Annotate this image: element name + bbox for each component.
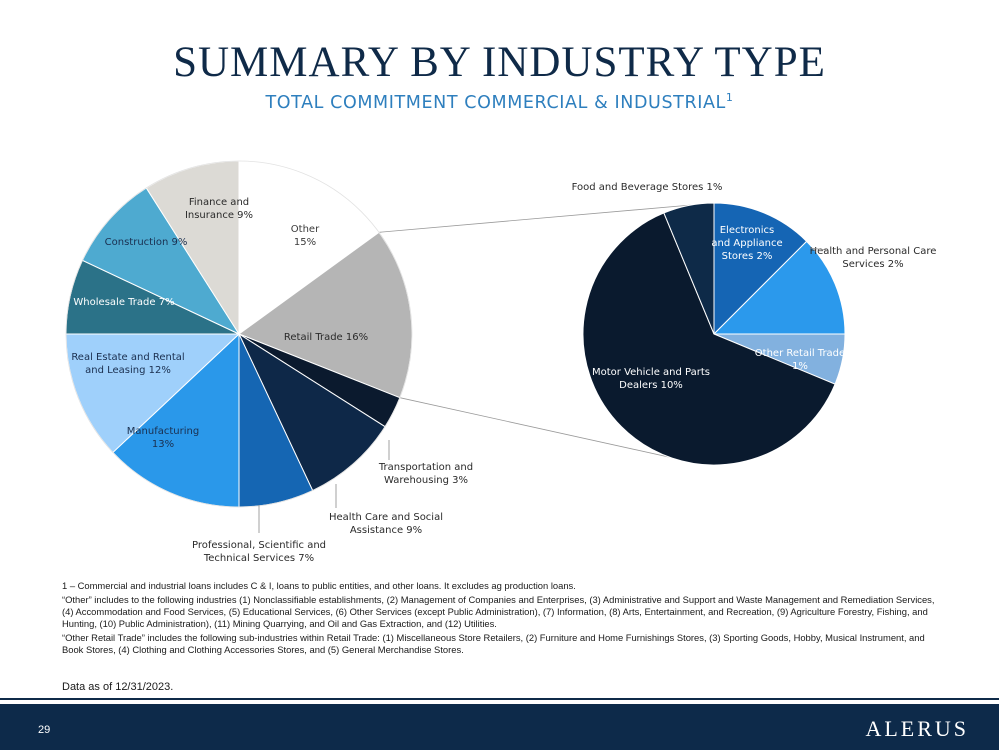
page-subtitle: TOTAL COMMITMENT COMMERCIAL & INDUSTRIAL… — [0, 91, 999, 113]
retail-leader-health-and-personal-care — [809, 247, 827, 251]
main-label-other: Other 15% — [291, 224, 320, 248]
footnotes: 1 – Commercial and industrial loans incl… — [62, 580, 942, 658]
pie-labels: Other 15% Retail Trade 16% Transportation a… — [71, 182, 936, 564]
connector-line-top — [378, 204, 692, 233]
main-label-retail-trade-16: Retail Trade 16% — [284, 332, 368, 343]
pie-slice-electronics — [713, 202, 808, 336]
data-as-of: Data as of 12/31/2023. — [62, 681, 174, 693]
retail-breakdown-pie — [582, 202, 846, 466]
main-label-finance-and: Finance and Insurance 9% — [185, 197, 253, 221]
main-industry-pie — [65, 160, 413, 508]
retail-label-food-and-beverage-stores-1: Food and Beverage Stores 1% — [572, 182, 723, 193]
subtitle-text: TOTAL COMMITMENT COMMERCIAL & INDUSTRIAL — [265, 92, 726, 113]
main-label-wholesale-trade-7: Wholesale Trade 7% — [73, 297, 174, 308]
connector-line-bottom — [399, 397, 703, 465]
pie-slice-motor-vehicle-and-parts — [582, 212, 836, 466]
main-label-health-care-and-social: Health Care and Social Assistance 9% — [329, 512, 443, 536]
main-label-transportation-and: Transportation and Warehousing 3% — [378, 462, 473, 486]
pie-connector-lines — [378, 204, 703, 465]
retail-label-motor-vehicle-and-parts: Motor Vehicle and Parts Dealers 10% — [592, 367, 710, 391]
main-label-construction-9: Construction 9% — [105, 237, 188, 248]
footer-bar: 29 ALERUS — [0, 704, 999, 750]
pie-slice-health-and-personal-care — [712, 240, 846, 335]
retail-label-health-and-personal-care: Health and Personal Care Services 2% — [810, 246, 937, 270]
retail-label-other-retail-trade: Other Retail Trade 1% — [755, 348, 845, 372]
retail-label-electronics: Electronics and Appliance Stores 2% — [711, 225, 782, 262]
page-number: 29 — [38, 724, 51, 736]
main-pie-outline — [65, 160, 413, 508]
industry-pie-charts: Other 15% Retail Trade 16% Transportation a… — [65, 160, 936, 564]
main-label-professional-scientific-and: Professional, Scientific and Technical Se… — [192, 540, 326, 564]
pie-slice-food-and-beverage-stores-1 — [663, 202, 715, 335]
main-label-manufacturing: Manufacturing 13% — [127, 426, 199, 450]
footer-divider — [0, 698, 999, 700]
alerus-logo: ALERUS — [865, 716, 969, 741]
page-title: SUMMARY BY INDUSTRY TYPE — [173, 39, 826, 86]
footnote-other: “Other” includes to the following indust… — [62, 594, 935, 629]
subtitle-footnote-marker: 1 — [725, 91, 734, 104]
main-label-real-estate-and-rental: Real Estate and Rental and Leasing 12% — [71, 352, 184, 376]
footnote-other-retail: “Other Retail Trade” includes the follow… — [62, 632, 925, 655]
footnote-1: 1 – Commercial and industrial loans incl… — [62, 580, 576, 591]
